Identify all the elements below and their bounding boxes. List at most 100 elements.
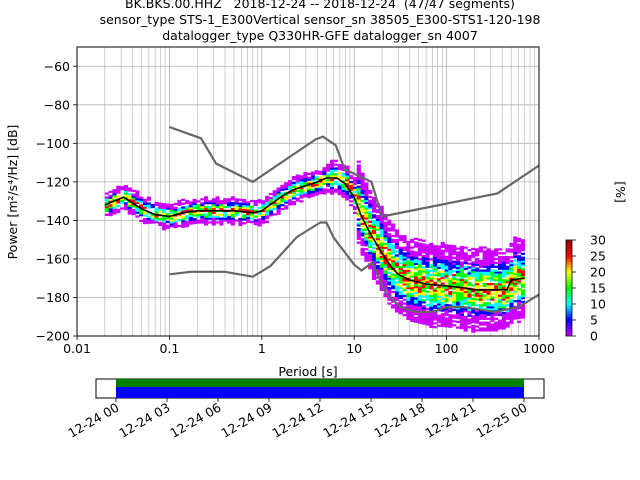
ppsd-cell: [135, 190, 140, 193]
ppsd-cell: [520, 285, 525, 288]
ppsd-cell: [505, 321, 510, 324]
ppsd-cell: [372, 231, 377, 234]
ppsd-cell: [520, 275, 525, 279]
ppsd-cell: [391, 290, 396, 294]
ppsd-cell: [513, 238, 518, 241]
ppsd-cell: [452, 262, 457, 265]
ppsd-cell: [261, 206, 266, 209]
ppsd-cell: [475, 317, 480, 320]
ppsd-cell: [429, 275, 434, 278]
ppsd-cell: [482, 304, 487, 307]
ppsd-cell: [440, 245, 445, 249]
ppsd-cell: [242, 216, 247, 219]
ppsd-cell: [421, 266, 426, 269]
ppsd-cell: [413, 303, 419, 306]
ppsd-cell: [467, 281, 472, 285]
ppsd-cell: [459, 278, 464, 282]
ppsd-cell: [402, 236, 407, 240]
ppsd-cell: [383, 217, 388, 220]
ppsd-cell: [368, 211, 373, 214]
ppsd-cell: [360, 249, 365, 252]
ppsd-cell: [501, 319, 506, 322]
ppsd-cell: [337, 171, 342, 175]
ppsd-cell: [497, 308, 503, 311]
ppsd-cell: [505, 290, 510, 293]
ppsd-cell: [452, 275, 457, 279]
ppsd-cell: [482, 298, 487, 301]
ppsd-cell: [406, 242, 411, 245]
ppsd-cell: [471, 330, 476, 333]
ppsd-cell: [112, 194, 117, 198]
ppsd-cell: [486, 306, 491, 309]
ppsd-cell: [444, 311, 449, 314]
ppsd-cell: [165, 205, 171, 208]
ppsd-cell: [261, 213, 266, 216]
ppsd-cell: [490, 261, 495, 265]
ppsd-cell: [475, 250, 480, 253]
ppsd-cell: [303, 177, 308, 181]
ppsd-cell: [448, 279, 453, 282]
ppsd-cell: [394, 250, 400, 253]
ppsd-cell: [463, 283, 468, 286]
ppsd-cell: [394, 294, 400, 298]
ppsd-cell: [230, 223, 235, 226]
ppsd-cell: [497, 311, 503, 315]
ppsd-cell: [364, 226, 369, 230]
ppsd-cell: [123, 190, 129, 193]
ppsd-cell: [429, 242, 434, 246]
ppsd-cell: [486, 294, 491, 297]
ppsd-cell: [413, 318, 419, 321]
ppsd-cell: [379, 273, 384, 276]
ppsd-cell: [162, 206, 167, 210]
ppsd-cell: [146, 206, 151, 209]
ppsd-cell: [440, 320, 445, 324]
ppsd-cell: [402, 314, 407, 317]
ppsd-cell: [318, 170, 323, 174]
ppsd-cell: [410, 300, 415, 303]
ppsd-cell: [219, 223, 224, 226]
ppsd-cell: [410, 286, 415, 290]
ppsd-cell: [478, 271, 483, 274]
ppsd-cell: [368, 255, 373, 258]
ppsd-cell: [249, 217, 254, 220]
ppsd-cell: [425, 294, 430, 297]
ppsd-cell: [391, 244, 396, 247]
ppsd-cell: [223, 219, 228, 222]
ppsd-cell: [307, 188, 312, 191]
ppsd-cell: [173, 224, 178, 227]
ppsd-cell: [520, 272, 525, 275]
ppsd-cell: [154, 215, 159, 218]
ppsd-cell: [238, 202, 243, 205]
ppsd-cell: [391, 227, 396, 230]
ppsd-cell: [425, 321, 430, 324]
ppsd-cell: [429, 304, 434, 307]
ppsd-cell: [268, 208, 274, 211]
ppsd-cell: [364, 221, 369, 224]
ppsd-cell: [364, 192, 369, 195]
ppsd-cell: [318, 190, 323, 193]
ppsd-cell: [387, 296, 392, 299]
ppsd-cell: [356, 228, 361, 231]
timeline-tick-label: 12-24 00: [65, 400, 121, 441]
ppsd-cell: [486, 317, 491, 320]
ppsd-cell: [459, 276, 464, 280]
ppsd-cell: [444, 250, 449, 253]
ppsd-cell: [219, 204, 224, 207]
ppsd-cell: [475, 252, 480, 255]
ppsd-cell: [417, 250, 422, 253]
ppsd-cell: [196, 206, 201, 209]
ppsd-cell: [135, 196, 140, 199]
ppsd-cell: [173, 220, 178, 223]
ppsd-cell: [204, 221, 209, 224]
ppsd-cell: [467, 266, 472, 269]
ppsd-cell: [436, 247, 442, 250]
ppsd-cell: [459, 280, 464, 283]
ppsd-cell: [372, 262, 377, 265]
ppsd-cell: [257, 206, 262, 210]
ppsd-cell: [417, 300, 422, 303]
ppsd-cell: [333, 159, 338, 162]
ppsd-cell: [303, 189, 308, 192]
ppsd-cell: [104, 205, 109, 209]
ppsd-cell: [387, 242, 392, 245]
ppsd-cell: [425, 317, 430, 320]
